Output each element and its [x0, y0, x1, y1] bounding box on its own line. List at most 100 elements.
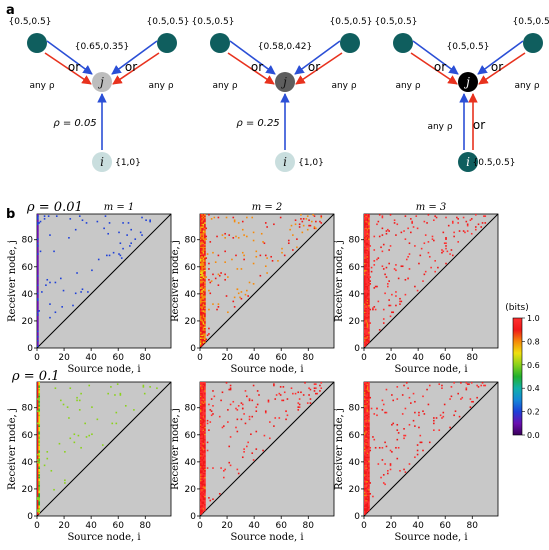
heatmap-cell — [201, 260, 204, 262]
x-tick-label: 60 — [112, 353, 124, 363]
heatmap-cell — [364, 251, 366, 254]
heatmap-cell — [365, 413, 368, 415]
heatmap-cell — [364, 308, 366, 311]
heatmap-point — [233, 296, 236, 299]
heatmap-cell — [365, 432, 368, 434]
red-arrow-right — [112, 52, 160, 85]
heatmap-point — [218, 274, 221, 277]
heatmap-cell — [202, 437, 205, 440]
heatmap-cell — [37, 438, 39, 441]
heatmap-point — [395, 304, 397, 307]
heatmap-cell — [365, 419, 368, 422]
heatmap-cell — [202, 402, 205, 404]
heatmap-cell — [364, 457, 366, 460]
heatmap-cell — [202, 278, 205, 281]
y-tick-label: 80 — [185, 236, 197, 246]
heatmap-cell — [201, 423, 204, 426]
heatmap-point — [395, 234, 397, 236]
heatmap-cell — [364, 300, 366, 303]
heatmap-point — [60, 399, 62, 402]
heatmap-cell — [37, 295, 39, 297]
heatmap-cell — [200, 276, 202, 278]
heatmap-cell — [37, 219, 39, 222]
heatmap-cell — [366, 499, 369, 502]
heatmap-cell — [38, 436, 41, 438]
heatmap-point — [476, 396, 478, 399]
heatmap-point — [365, 390, 367, 392]
heatmap-point — [372, 495, 374, 498]
heatmap-cell — [201, 269, 204, 272]
heatmap-cell — [201, 486, 204, 488]
heatmap-cell — [202, 249, 205, 251]
heatmap-point — [364, 502, 366, 505]
heatmap-cell — [37, 261, 39, 264]
heatmap-cell — [37, 467, 39, 469]
heatmap-cell — [204, 426, 206, 429]
heatmap-cell — [204, 322, 206, 324]
heatmap-point — [74, 228, 77, 231]
heatmap-cell — [366, 266, 369, 269]
heatmap-point — [200, 312, 202, 315]
heatmap-cell — [365, 438, 368, 441]
heatmap-cell — [366, 293, 369, 296]
heatmap-point — [389, 214, 392, 216]
heatmap-point — [308, 387, 310, 390]
heatmap-cell — [365, 297, 368, 300]
heatmap-cell — [200, 223, 202, 226]
heatmap-point — [200, 394, 202, 396]
heatmap-point — [300, 218, 302, 220]
colorbar-unit-label: (bits) — [505, 303, 528, 313]
heatmap-cell — [365, 501, 368, 503]
heatmap-cell — [364, 326, 366, 328]
heatmap-point — [416, 289, 419, 292]
heatmap-cell — [204, 228, 206, 231]
heatmap-cell — [200, 400, 202, 403]
heatmap-cell — [202, 285, 205, 288]
heatmap-point — [107, 392, 109, 395]
heatmap-cell — [364, 490, 366, 492]
heatmap-point — [387, 283, 389, 285]
heatmap-cell — [364, 273, 366, 276]
heatmap-cell — [37, 311, 39, 314]
heatmap-cell — [364, 468, 366, 471]
heatmap-point — [269, 437, 271, 440]
heatmap-cell — [201, 410, 204, 413]
heatmap-cell — [364, 507, 366, 510]
heatmap-cell — [365, 215, 368, 218]
heatmap-cell — [365, 277, 368, 280]
heatmap-point — [292, 249, 294, 251]
heatmap-point — [313, 215, 316, 217]
heatmap-cell — [37, 228, 39, 231]
center-prob-label: {0.5,0.5} — [447, 42, 490, 52]
heatmap-cell — [366, 277, 369, 280]
heatmap-point — [224, 250, 226, 253]
heatmap-cell — [366, 480, 369, 483]
heatmap-point — [364, 253, 366, 255]
heatmap-point — [382, 482, 385, 484]
heatmap-point — [365, 303, 367, 305]
heatmap-cell — [37, 341, 39, 343]
heatmap-cell — [38, 433, 41, 436]
heatmap-cell — [200, 227, 202, 230]
heatmap-cell — [37, 426, 39, 429]
heatmap-cell — [364, 509, 366, 511]
heatmap-point — [484, 215, 487, 217]
heatmap-point — [255, 250, 258, 253]
heatmap-point — [134, 238, 137, 240]
heatmap-point — [241, 403, 244, 406]
heatmap-cell — [204, 482, 206, 484]
heatmap-cell — [366, 316, 369, 319]
heatmap-point — [81, 288, 84, 291]
x-tick-label: 40 — [412, 353, 424, 363]
heatmap-cell — [204, 334, 206, 337]
heatmap-point — [114, 394, 116, 396]
heatmap-point — [427, 241, 430, 243]
heatmap-cell — [202, 432, 205, 434]
heatmap-cell — [366, 426, 369, 429]
heatmap-cell — [200, 392, 202, 395]
heatmap-cell — [37, 409, 39, 411]
heatmap-point — [298, 403, 301, 406]
heatmap-point — [231, 258, 233, 261]
heatmap-point — [469, 398, 472, 400]
heatmap-cell — [366, 264, 369, 266]
